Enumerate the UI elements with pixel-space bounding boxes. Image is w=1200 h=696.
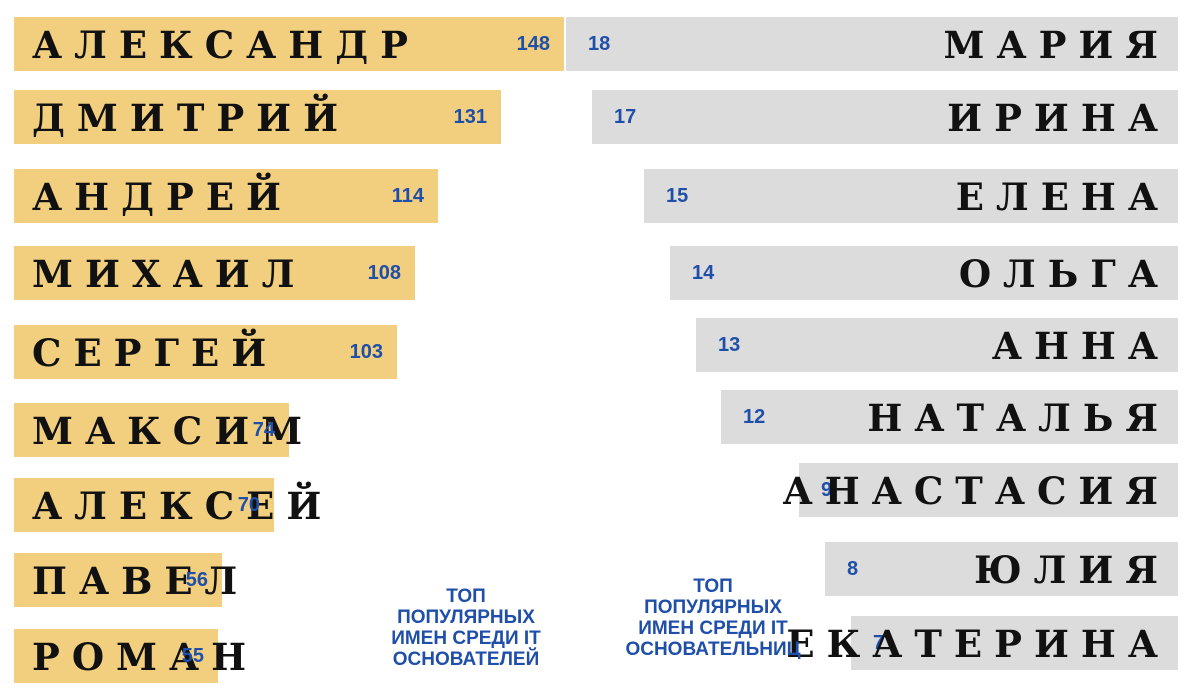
male-caption-line-3: ИМЕН СРЕДИ IT xyxy=(391,628,541,649)
female-bar-value: 8 xyxy=(847,558,859,580)
female-bar-value: 17 xyxy=(614,106,637,128)
male-bar: АНДРЕЙ 114 xyxy=(14,169,438,223)
female-caption: ТОП ПОПУЛЯРНЫХ ИМЕН СРЕДИ IT ОСНОВАТЕЛЬН… xyxy=(593,576,833,660)
male-bar-name: СЕРГЕЙ xyxy=(32,331,279,375)
male-caption-line-4: ОСНОВАТЕЛЕЙ xyxy=(392,649,540,670)
male-bar-name: РОМАН xyxy=(32,635,259,679)
female-bar: 13 АННА xyxy=(696,318,1178,372)
male-bar-value: 114 xyxy=(391,185,424,207)
female-bar-name: МАРИЯ xyxy=(943,23,1170,67)
male-bar: ДМИТРИЙ 131 xyxy=(14,90,501,144)
male-bar-name: АНДРЕЙ xyxy=(32,175,293,219)
male-bar-value: 148 xyxy=(516,33,550,55)
female-bar-value: 13 xyxy=(718,334,741,356)
female-bar-value: 14 xyxy=(692,262,715,284)
female-caption-line-1: ТОП xyxy=(693,576,733,597)
female-bar: 18 МАРИЯ xyxy=(566,17,1178,71)
male-caption-line-2: ПОПУЛЯРНЫХ xyxy=(397,607,535,628)
male-bar-name: МИХАИЛ xyxy=(32,252,307,296)
female-bar: 7 ЕКАТЕРИНА xyxy=(786,616,1178,670)
male-bar-name: АЛЕКСАНДР xyxy=(32,23,420,67)
female-caption-line-4: ОСНОВАТЕЛЬНИЦ xyxy=(625,639,801,660)
male-bar-value: 70 xyxy=(237,494,260,516)
male-caption: ТОП ПОПУЛЯРНЫХ ИМЕН СРЕДИ IT ОСНОВАТЕЛЕЙ xyxy=(346,586,586,670)
female-bar-value: 12 xyxy=(743,406,766,428)
female-bar: 17 ИРИНА xyxy=(592,90,1178,144)
female-bar-name: ЕЛЕНА xyxy=(955,175,1170,219)
female-bar: 8 ЮЛИЯ xyxy=(825,542,1178,596)
female-bar-value: 15 xyxy=(666,185,689,207)
male-bar: СЕРГЕЙ 103 xyxy=(14,325,397,379)
female-bar: 9 АНАСТАСИЯ xyxy=(783,463,1178,517)
male-bar-name: АЛЕКСЕЙ xyxy=(32,484,334,528)
female-bar-name: НАТАЛЬЯ xyxy=(867,396,1170,440)
male-bar-value: 74 xyxy=(252,419,275,441)
female-bar-name: ИРИНА xyxy=(947,96,1170,140)
female-caption-line-3: ИМЕН СРЕДИ IT xyxy=(638,618,788,639)
female-bar-name: ОЛЬГА xyxy=(958,252,1170,296)
male-bar: РОМАН 55 xyxy=(14,629,246,683)
female-bar-name: АНАСТАСИЯ xyxy=(782,469,1170,513)
male-bar: МАКСИМ 74 xyxy=(14,403,302,457)
male-bar-name: ПАВЕЛ xyxy=(32,559,250,603)
female-bar-name: ЕКАТЕРИНА xyxy=(786,622,1170,666)
female-caption-line-2: ПОПУЛЯРНЫХ xyxy=(644,597,782,618)
female-bar-value: 9 xyxy=(821,479,833,501)
male-bar: ПАВЕЛ 56 xyxy=(14,553,237,607)
male-bar-value: 108 xyxy=(367,262,401,284)
male-bar-value: 103 xyxy=(349,341,383,363)
female-bar: 12 НАТАЛЬЯ xyxy=(721,390,1178,444)
male-bar-value: 55 xyxy=(181,645,204,667)
male-bar-name: ДМИТРИЙ xyxy=(32,96,351,140)
male-bar: АЛЕКСЕЙ 70 xyxy=(14,478,321,532)
female-bar: 15 ЕЛЕНА xyxy=(644,169,1178,223)
male-caption-line-1: ТОП xyxy=(446,586,486,607)
female-bar: 14 ОЛЬГА xyxy=(670,246,1178,300)
male-bar-value: 56 xyxy=(185,569,208,591)
male-bar-value: 131 xyxy=(453,106,487,128)
female-bar-value: 7 xyxy=(873,632,885,654)
female-bar-name: АННА xyxy=(991,324,1170,368)
male-bar: МИХАИЛ 108 xyxy=(14,246,415,300)
female-bar-name: ЮЛИЯ xyxy=(974,548,1170,592)
female-bar-value: 18 xyxy=(588,33,611,55)
male-bar-name: МАКСИМ xyxy=(32,409,315,453)
male-bar: АЛЕКСАНДР 148 xyxy=(14,17,564,71)
